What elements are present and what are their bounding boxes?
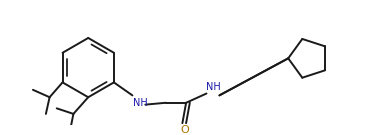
Text: NH: NH (207, 82, 221, 92)
Text: O: O (180, 125, 189, 135)
Text: NH: NH (133, 98, 148, 108)
